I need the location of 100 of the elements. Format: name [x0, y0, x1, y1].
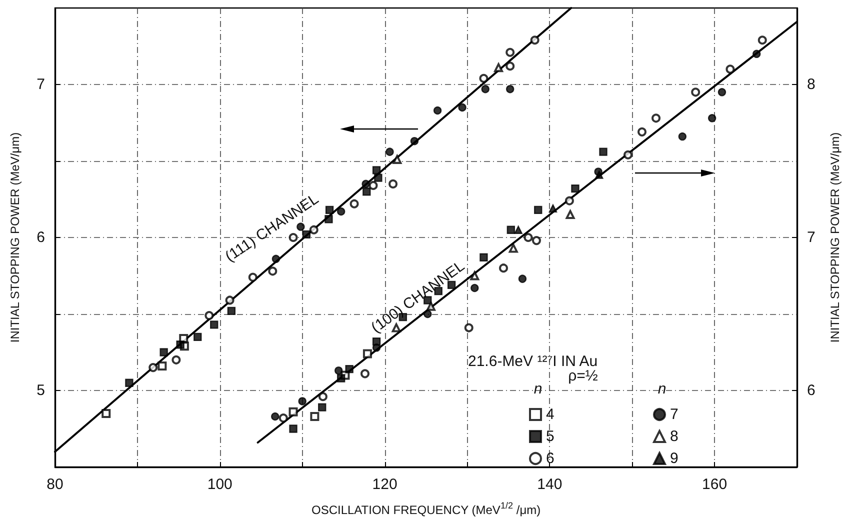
point [271, 412, 280, 421]
legend-label: 9 [670, 450, 678, 467]
y-tick-label: 5 [36, 382, 45, 399]
point [752, 50, 761, 58]
point [506, 84, 514, 94]
point [194, 332, 202, 342]
point [678, 132, 686, 141]
point [248, 272, 258, 282]
y-tick-label: 7 [36, 76, 45, 93]
point [464, 323, 474, 332]
legend-label: 8 [670, 428, 678, 445]
point [386, 148, 394, 156]
point [160, 348, 168, 356]
legend-label: 5 [546, 428, 554, 445]
legend-label: 7 [670, 406, 678, 423]
annotation: n [658, 380, 666, 398]
point [518, 274, 527, 283]
x-tick-label: 160 [702, 476, 728, 493]
point [758, 36, 767, 45]
point [318, 403, 326, 412]
point [227, 306, 236, 316]
point [479, 74, 488, 83]
point [372, 166, 381, 174]
point [310, 412, 320, 422]
point [289, 424, 298, 433]
legend-label: 6 [546, 450, 554, 467]
point [534, 206, 542, 214]
y-axis-title: INITIAL STOPPING POWER (MeV/μm) [8, 132, 22, 343]
x-tick-label: 140 [537, 476, 562, 493]
point [532, 236, 541, 246]
point [176, 340, 184, 349]
point [458, 103, 466, 112]
point [350, 199, 359, 208]
legend-label: 4 [546, 406, 554, 423]
point [388, 179, 398, 188]
y-tick-label: 6 [36, 229, 45, 246]
point [362, 180, 370, 188]
point [172, 355, 181, 364]
point [506, 226, 516, 234]
point [336, 207, 346, 216]
point [708, 114, 716, 122]
point [508, 244, 518, 253]
point [691, 88, 700, 97]
point [362, 188, 371, 196]
point [362, 349, 372, 358]
y2-tick-label: 7 [807, 229, 816, 246]
point [718, 88, 726, 96]
point [514, 226, 522, 234]
point [374, 174, 382, 182]
point [595, 170, 604, 179]
point [726, 64, 735, 74]
point [372, 344, 381, 352]
point [506, 48, 515, 57]
point [548, 204, 558, 213]
point [148, 363, 158, 372]
point [360, 369, 370, 378]
point [638, 127, 647, 136]
point [318, 392, 328, 402]
point [506, 62, 515, 71]
point [480, 253, 488, 262]
point [204, 311, 214, 320]
point [470, 284, 479, 292]
point [324, 215, 333, 224]
point [652, 114, 661, 123]
x-tick-label: 100 [207, 476, 232, 493]
point [433, 106, 442, 115]
point [325, 206, 334, 214]
point [272, 254, 280, 264]
point [499, 264, 508, 273]
point [424, 310, 432, 318]
point [530, 36, 540, 45]
point [470, 271, 480, 280]
point [102, 408, 111, 418]
point [368, 180, 378, 190]
legend-title: 21.6-MeV ¹²⁷I IN Au [468, 353, 598, 370]
point [278, 414, 288, 423]
point [571, 184, 580, 193]
point [410, 137, 419, 146]
point [125, 378, 134, 387]
point [288, 407, 298, 416]
point [599, 148, 608, 156]
point [481, 84, 490, 94]
x-tick-label: 120 [372, 476, 398, 493]
point [210, 320, 218, 329]
x-tick-label: 80 [46, 476, 64, 493]
y2-axis-title: INITIAL STOPPING POWER (MeV/μm) [828, 132, 842, 343]
point [158, 362, 167, 371]
y2-tick-label: 8 [807, 76, 816, 93]
point [345, 364, 354, 374]
point [564, 196, 574, 206]
annotation: ρ=½ [568, 368, 598, 384]
point [225, 296, 234, 305]
point [392, 154, 402, 164]
point [298, 397, 306, 406]
point [268, 266, 278, 276]
y2-tick-label: 6 [807, 382, 816, 399]
point [334, 366, 343, 375]
point [336, 374, 346, 382]
point [524, 233, 533, 242]
point [623, 150, 632, 160]
